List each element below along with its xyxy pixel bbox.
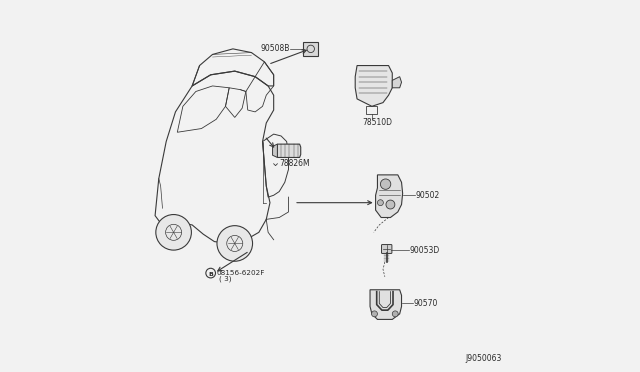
Text: 90508B: 90508B bbox=[260, 44, 290, 53]
Circle shape bbox=[371, 311, 378, 317]
Text: 90570: 90570 bbox=[413, 299, 438, 308]
Polygon shape bbox=[392, 77, 401, 88]
Circle shape bbox=[386, 200, 395, 209]
Text: 90502: 90502 bbox=[415, 191, 440, 200]
Text: B: B bbox=[208, 272, 213, 277]
Text: 78826M: 78826M bbox=[279, 159, 310, 169]
Circle shape bbox=[380, 179, 391, 189]
Text: 78510D: 78510D bbox=[363, 118, 392, 127]
Circle shape bbox=[217, 226, 253, 261]
Polygon shape bbox=[370, 290, 401, 320]
Polygon shape bbox=[277, 144, 301, 157]
Text: 08156-6202F: 08156-6202F bbox=[217, 270, 266, 276]
Polygon shape bbox=[355, 65, 392, 106]
Polygon shape bbox=[273, 144, 277, 157]
Circle shape bbox=[392, 311, 398, 317]
FancyBboxPatch shape bbox=[381, 244, 392, 253]
Circle shape bbox=[378, 200, 383, 206]
Text: J9050063: J9050063 bbox=[465, 354, 502, 363]
Polygon shape bbox=[376, 175, 403, 218]
FancyBboxPatch shape bbox=[303, 42, 318, 55]
Text: ( 3): ( 3) bbox=[219, 276, 231, 282]
Circle shape bbox=[156, 215, 191, 250]
Text: 90053D: 90053D bbox=[410, 246, 440, 255]
